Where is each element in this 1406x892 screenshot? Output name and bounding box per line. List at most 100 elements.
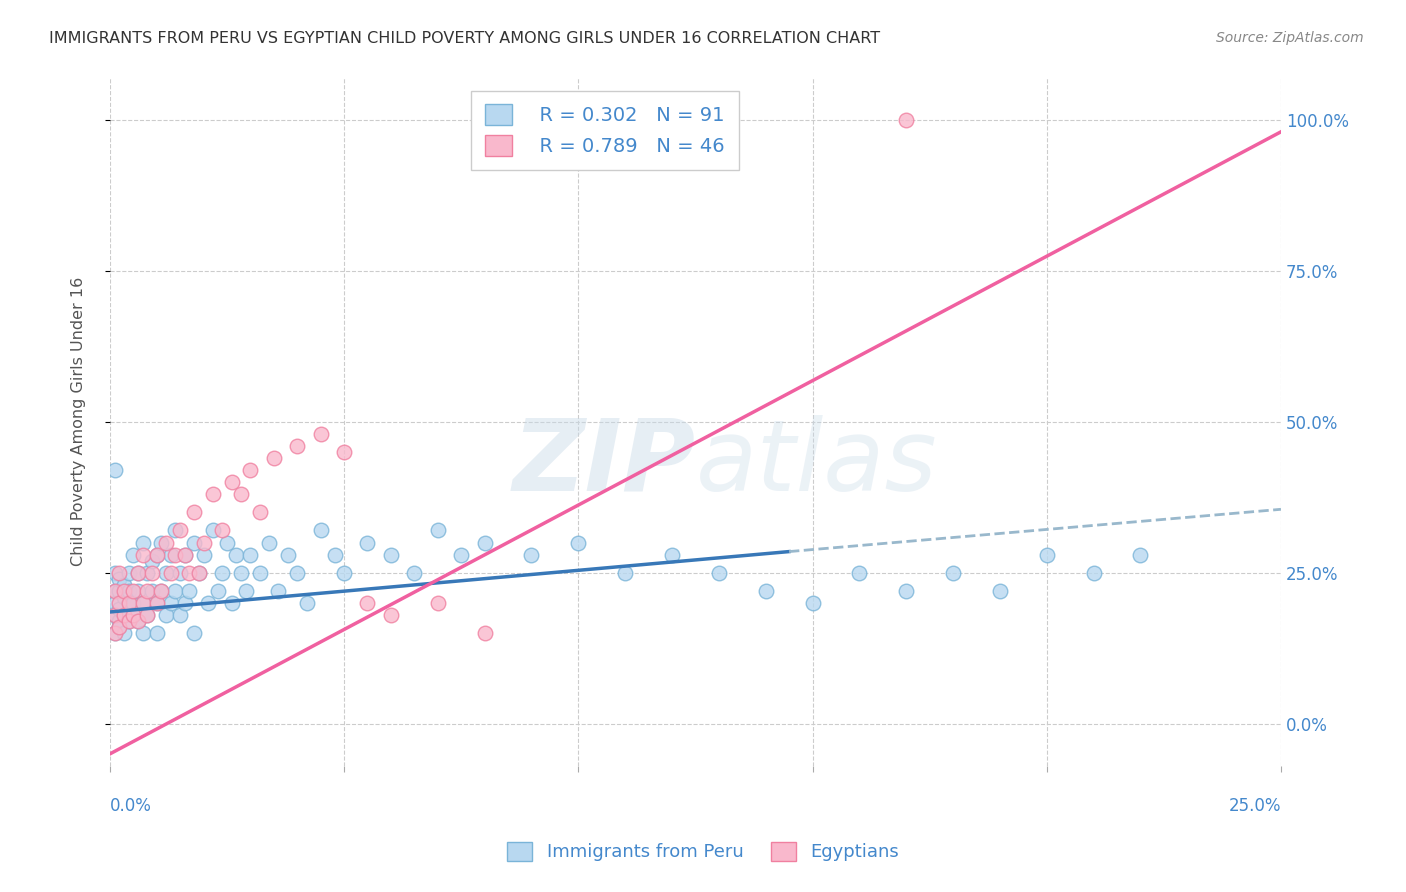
Point xyxy=(474,626,496,640)
Point xyxy=(257,535,280,549)
Point xyxy=(169,607,191,622)
Point xyxy=(127,566,149,580)
Text: atlas: atlas xyxy=(696,415,936,511)
Point xyxy=(131,626,153,640)
Point xyxy=(661,548,683,562)
Point xyxy=(801,596,824,610)
Point xyxy=(131,596,153,610)
Point xyxy=(103,607,125,622)
Point xyxy=(127,614,149,628)
Point xyxy=(942,566,965,580)
Point xyxy=(193,535,215,549)
Point xyxy=(108,596,131,610)
Point xyxy=(333,566,356,580)
Point xyxy=(249,566,271,580)
Point xyxy=(108,614,131,628)
Point xyxy=(108,572,131,586)
Point xyxy=(567,535,589,549)
Point xyxy=(117,583,139,598)
Y-axis label: Child Poverty Among Girls Under 16: Child Poverty Among Girls Under 16 xyxy=(72,277,86,566)
Point xyxy=(112,590,135,604)
Point xyxy=(108,620,131,634)
Point xyxy=(183,505,205,519)
Point xyxy=(211,524,233,538)
Point xyxy=(263,450,285,465)
Text: IMMIGRANTS FROM PERU VS EGYPTIAN CHILD POVERTY AMONG GIRLS UNDER 16 CORRELATION : IMMIGRANTS FROM PERU VS EGYPTIAN CHILD P… xyxy=(49,31,880,46)
Point xyxy=(221,475,243,489)
Point xyxy=(155,535,177,549)
Point xyxy=(155,566,177,580)
Point xyxy=(136,607,159,622)
Point xyxy=(141,566,163,580)
Point xyxy=(201,524,224,538)
Point xyxy=(450,548,472,562)
Point xyxy=(225,548,247,562)
Point xyxy=(122,583,145,598)
Point xyxy=(159,566,181,580)
Point xyxy=(155,607,177,622)
Legend:   R = 0.302   N = 91,   R = 0.789   N = 46: R = 0.302 N = 91, R = 0.789 N = 46 xyxy=(471,91,738,170)
Point xyxy=(221,596,243,610)
Point xyxy=(848,566,870,580)
Point xyxy=(520,548,543,562)
Text: ZIP: ZIP xyxy=(512,415,696,511)
Point xyxy=(1129,548,1152,562)
Point xyxy=(285,566,308,580)
Point xyxy=(131,548,153,562)
Point xyxy=(211,566,233,580)
Point xyxy=(229,566,252,580)
Point xyxy=(103,463,125,477)
Point xyxy=(131,596,153,610)
Point xyxy=(165,583,187,598)
Point xyxy=(404,566,426,580)
Point xyxy=(112,607,135,622)
Point xyxy=(165,548,187,562)
Point xyxy=(159,596,181,610)
Point xyxy=(187,566,209,580)
Point xyxy=(103,583,125,598)
Point xyxy=(356,596,378,610)
Point xyxy=(122,596,145,610)
Point xyxy=(165,524,187,538)
Point xyxy=(474,535,496,549)
Point xyxy=(122,607,145,622)
Point xyxy=(197,596,219,610)
Point xyxy=(277,548,299,562)
Point xyxy=(145,548,167,562)
Point xyxy=(103,626,125,640)
Point xyxy=(103,596,125,610)
Text: 25.0%: 25.0% xyxy=(1229,797,1281,814)
Point xyxy=(239,548,262,562)
Point xyxy=(112,626,135,640)
Point xyxy=(122,607,145,622)
Point xyxy=(103,566,125,580)
Point xyxy=(141,583,163,598)
Point xyxy=(896,112,918,127)
Point xyxy=(145,548,167,562)
Point xyxy=(127,614,149,628)
Point xyxy=(103,626,125,640)
Point xyxy=(159,548,181,562)
Point xyxy=(267,583,290,598)
Point xyxy=(145,596,167,610)
Point xyxy=(173,548,195,562)
Point xyxy=(179,583,201,598)
Point xyxy=(707,566,730,580)
Point xyxy=(136,607,159,622)
Point xyxy=(169,524,191,538)
Point xyxy=(380,607,402,622)
Point xyxy=(145,596,167,610)
Point xyxy=(112,583,135,598)
Point xyxy=(127,566,149,580)
Point xyxy=(136,583,159,598)
Point xyxy=(323,548,346,562)
Point xyxy=(1035,548,1057,562)
Point xyxy=(145,626,167,640)
Point xyxy=(122,548,145,562)
Point xyxy=(333,445,356,459)
Point xyxy=(131,535,153,549)
Point xyxy=(183,626,205,640)
Point xyxy=(103,607,125,622)
Point xyxy=(150,583,173,598)
Point xyxy=(239,463,262,477)
